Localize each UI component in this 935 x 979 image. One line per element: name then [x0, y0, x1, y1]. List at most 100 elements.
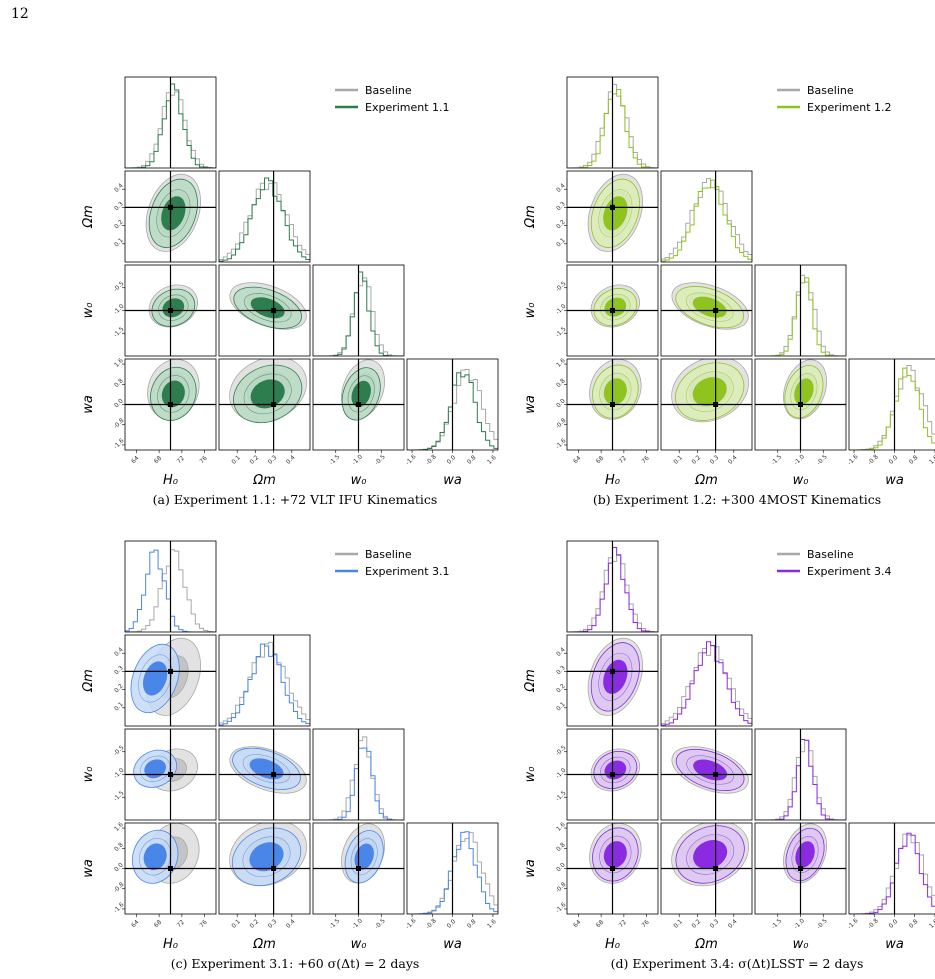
page-number: 12 — [11, 6, 29, 22]
y-tick-label: -1.0 — [554, 767, 567, 780]
y-tick-label: 0.0 — [555, 861, 567, 873]
cell-Om-Om — [660, 170, 753, 263]
y-axis-label: wa — [523, 859, 538, 878]
y-tick-label: 1.6 — [113, 357, 125, 369]
y-tick-label: 0.1 — [113, 237, 125, 249]
x-tick-label: 64 — [572, 455, 582, 465]
y-tick-label: -1.0 — [112, 767, 125, 780]
x-tick-label: 0.2 — [248, 918, 260, 930]
cell-wa-Om: 0.1 0.2 0.3 0.4 Ωm — [218, 358, 311, 488]
x-tick-label: 0.3 — [709, 918, 721, 930]
cell-wa-w0: -1.5 -1.0 -0.5 w₀ — [754, 358, 847, 488]
experiment-contour-mid — [242, 836, 291, 877]
x-tick-label: 76 — [198, 919, 208, 929]
cell-H0-H0 — [124, 540, 217, 633]
truth-marker — [271, 772, 277, 777]
x-axis-label: w₀ — [351, 473, 368, 488]
experiment-contour-mid — [598, 189, 633, 238]
x-tick-label: -1.6 — [846, 917, 859, 930]
cell-w0-w0 — [754, 728, 847, 821]
truth-marker — [610, 772, 615, 777]
x-tick-label: -1.0 — [793, 917, 806, 930]
cell-wa-Om: 0.1 0.2 0.3 0.4 Ωm — [218, 822, 311, 952]
cell-w0-Om — [218, 264, 311, 357]
y-axis-label: Ωm — [523, 205, 538, 229]
experiment-contour-mid — [685, 292, 734, 322]
y-tick-label: -1.6 — [112, 901, 125, 914]
truth-marker — [798, 866, 803, 871]
experiment-contour-mid — [139, 838, 172, 876]
cell-frame — [124, 634, 217, 727]
y-tick-label: -0.5 — [112, 280, 125, 293]
experiment-histogram — [661, 179, 752, 262]
x-tick-label: 72 — [176, 455, 186, 465]
experiment-contour-inner — [142, 661, 168, 696]
x-tick-label: 0.0 — [446, 454, 458, 466]
truth-marker — [610, 402, 615, 407]
x-tick-label: 0.0 — [888, 918, 900, 930]
cell-frame — [660, 358, 753, 451]
y-tick-label: 1.6 — [113, 821, 125, 833]
corner-plot-b: Baseline Experiment 1.2 0.1 0.2 0.3 0.4 Ωm -1.5… — [523, 76, 935, 488]
cell-wa-H0: -1.6 -0.8 0.0 0.8 1.6 wa 64 68 72 76 H₀ — [523, 357, 659, 488]
truth-marker — [168, 402, 173, 407]
y-tick-label: -0.8 — [554, 417, 567, 430]
y-tick-label: -1.5 — [554, 325, 567, 338]
x-axis-label: Ωm — [252, 473, 276, 488]
experiment-contour-mid — [685, 371, 734, 412]
y-tick-label: -1.0 — [554, 303, 567, 316]
x-axis-label: H₀ — [605, 937, 621, 952]
experiment-contour-mid — [347, 375, 375, 413]
cell-w0-H0: -1.5 -1.0 -0.5 w₀ — [523, 264, 659, 357]
experiment-contour-mid — [242, 754, 291, 784]
x-tick-label: 0.1 — [230, 918, 242, 930]
x-tick-label: 0.4 — [727, 918, 739, 930]
cell-w0-Om — [218, 728, 311, 821]
y-tick-label: -1.6 — [112, 437, 125, 450]
x-tick-label: 68 — [153, 455, 163, 465]
x-tick-label: -0.8 — [425, 453, 438, 466]
y-axis-label: w₀ — [81, 302, 96, 319]
cell-frame — [566, 634, 659, 727]
legend-label: Baseline — [365, 548, 412, 561]
cell-wa-wa: -1.6 -0.8 0.0 0.8 1.6 wa — [404, 358, 499, 488]
cell-frame — [754, 264, 847, 357]
x-axis-label: wa — [885, 937, 904, 952]
y-tick-label: 0.8 — [555, 841, 567, 853]
truth-marker — [610, 204, 615, 210]
baseline-histogram — [849, 833, 935, 914]
cell-wa-w0: -1.5 -1.0 -0.5 w₀ — [754, 822, 847, 952]
y-tick-label: 0.8 — [113, 377, 125, 389]
x-tick-label: -1.5 — [770, 917, 783, 930]
legend-label: Experiment 3.4 — [807, 565, 892, 578]
baseline-histogram — [219, 641, 310, 726]
x-tick-label: 0.3 — [267, 454, 279, 466]
y-tick-label: 0.3 — [113, 200, 125, 212]
legend-d: Baseline Experiment 3.4 — [777, 548, 892, 578]
x-tick-label: 1.6 — [928, 918, 935, 930]
y-axis-label: wa — [81, 395, 96, 414]
cell-w0-H0: -1.5 -1.0 -0.5 w₀ — [81, 728, 217, 821]
truth-marker — [356, 866, 361, 871]
cell-Om-H0: 0.1 0.2 0.3 0.4 Ωm — [81, 170, 217, 263]
y-tick-label: -0.8 — [112, 417, 125, 430]
y-tick-label: 0.2 — [555, 683, 567, 695]
cell-Om-Om — [218, 634, 311, 727]
truth-marker — [271, 308, 277, 313]
y-tick-label: -1.6 — [554, 901, 567, 914]
experiment-contour-mid — [600, 293, 631, 321]
x-tick-label: -0.5 — [816, 917, 829, 930]
cell-frame — [660, 170, 753, 263]
experiment-contour-mid — [243, 293, 292, 323]
x-tick-label: 64 — [572, 919, 582, 929]
cell-frame — [218, 728, 311, 821]
x-tick-label: 72 — [618, 919, 628, 929]
cell-frame — [660, 728, 753, 821]
x-tick-label: 1.6 — [486, 918, 498, 930]
x-tick-label: 0.8 — [908, 918, 920, 930]
experiment-contour-mid — [600, 756, 631, 784]
truth-marker — [713, 772, 719, 777]
cell-frame — [566, 540, 659, 633]
y-axis-label: Ωm — [81, 205, 96, 229]
x-axis-label: Ωm — [694, 937, 718, 952]
